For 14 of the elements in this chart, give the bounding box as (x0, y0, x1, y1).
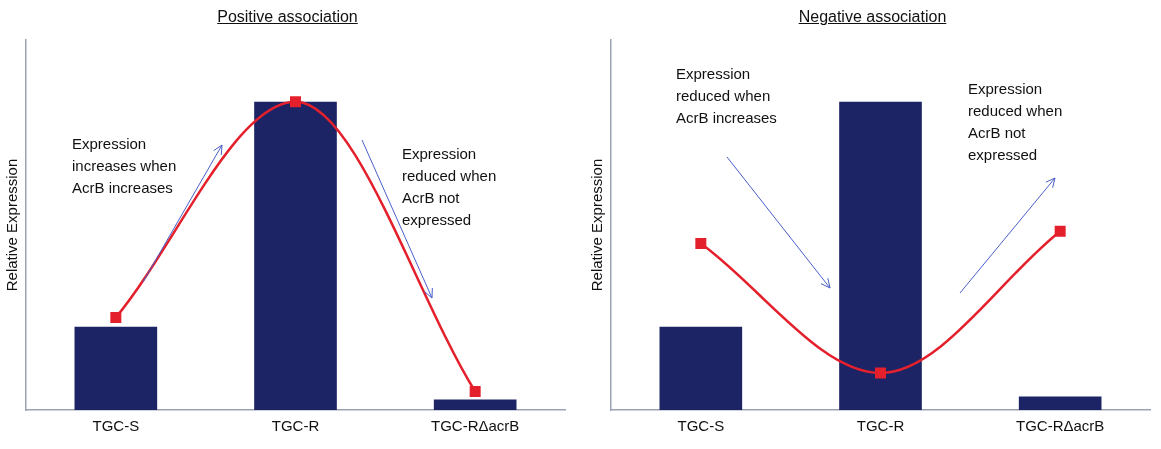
annotation: Expression reduced when AcrB increases (676, 64, 778, 128)
x-tick-label: TGC-R (271, 417, 320, 435)
x-tick-label: TGC-R (856, 417, 905, 435)
x-tick-label: TGC-S (92, 417, 140, 435)
x-tick-label: TGC-RΔacrB (1015, 417, 1105, 435)
y-axis-title: Relative Expression (3, 158, 21, 292)
annotation: Expression reduced when AcrB not expressed (402, 144, 498, 230)
y-axis-title: Relative Expression (588, 158, 606, 292)
annotation: Expression increases when AcrB increases (72, 134, 178, 198)
chart-title: Positive association (216, 8, 359, 26)
annotation: Expression reduced when AcrB not expressed (968, 79, 1064, 165)
chart-title: Negative association (797, 8, 948, 26)
x-tick-label: TGC-RΔacrB (430, 417, 520, 435)
x-tick-label: TGC-S (677, 417, 725, 435)
